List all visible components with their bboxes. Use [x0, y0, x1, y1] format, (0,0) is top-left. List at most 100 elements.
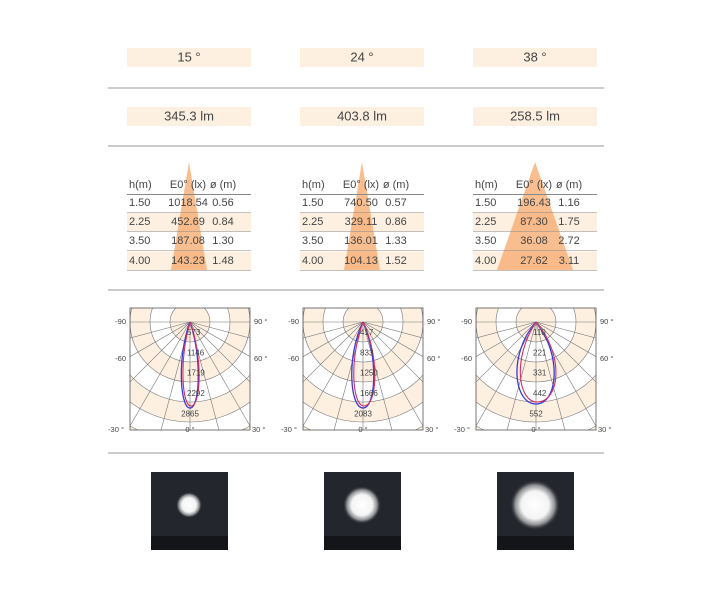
polar-diagram [476, 308, 596, 430]
table-cell: 329.11 [345, 216, 378, 228]
beam-photo-floor [151, 536, 228, 550]
radial-label: 833 [360, 348, 374, 357]
beam-angle: 24 ° [350, 49, 373, 64]
angle-label: -90 [461, 317, 472, 326]
angle-label: -60 [115, 354, 126, 363]
radial-label: 552 [529, 409, 543, 418]
beam-triangle [344, 162, 380, 270]
table-cell: 1.48 [212, 255, 233, 267]
column: 15 ° 345.3 lm h(m) E0° (lx) ø (m) 1.50 1018.54… [108, 48, 267, 550]
table-cell: 1.50 [302, 197, 323, 209]
polar-spoke [303, 321, 364, 383]
angle-label: 60 ° [427, 354, 440, 363]
angle-label: 30 ° [252, 425, 265, 434]
table-cell: 1.33 [385, 235, 406, 247]
table-cell: 740.50 [344, 197, 378, 209]
polar-spoke [476, 321, 537, 339]
polar-spoke [476, 321, 537, 357]
table-cell: 1.52 [385, 255, 406, 267]
angle-label: -30 ° [281, 425, 297, 434]
angle-label: 60 ° [600, 354, 613, 363]
polar-frame [129, 307, 251, 431]
table-cell: 87.30 [520, 216, 548, 228]
radial-label: 2865 [181, 409, 199, 418]
radial-label: 221 [533, 348, 547, 357]
radial-label: 2083 [354, 409, 372, 418]
angle-label: -90 [288, 317, 299, 326]
polar-spoke [333, 321, 364, 430]
table-cell: 1.50 [475, 197, 496, 209]
table-cell: 452.69 [171, 216, 205, 228]
angle-label: 90 ° [254, 317, 267, 326]
polar-spoke [362, 321, 393, 430]
table-cell: 4.00 [129, 255, 150, 267]
table-cell: 2.25 [302, 216, 323, 228]
polar-spoke [362, 321, 423, 357]
beam-angle-box [300, 48, 424, 67]
beam-angle-box [473, 48, 597, 67]
beam-triangle [497, 162, 573, 270]
polar-diagram [303, 308, 423, 430]
table-cell: 1.75 [558, 216, 579, 228]
radial-label: 442 [533, 389, 547, 398]
table-cell: 4.00 [302, 255, 323, 267]
table-cell: 3.50 [302, 235, 323, 247]
beam-angle-box [127, 48, 251, 67]
lumens: 345.3 lm [164, 108, 214, 123]
table-cell: 0.86 [385, 216, 406, 228]
beam-photo-floor [497, 536, 574, 550]
polar-spoke [362, 321, 423, 427]
angle-label: -60 [461, 354, 472, 363]
radial-label: 417 [360, 328, 374, 337]
radial-label: 331 [533, 369, 547, 378]
table-cell: 2.25 [129, 216, 150, 228]
angle-label: -60 [288, 354, 299, 363]
table-cell: 1018.54 [168, 197, 208, 209]
curve-blue [516, 321, 555, 405]
angle-label: -90 [115, 317, 126, 326]
radial-label: 2292 [187, 389, 205, 398]
table-cell: 3.11 [559, 255, 580, 267]
polar-spoke [160, 321, 191, 430]
column: 24 ° 403.8 lm h(m) E0° (lx) ø (m) 1.50 740.50 0… [281, 48, 440, 550]
polar-spoke [362, 321, 423, 339]
angle-label: 60 ° [254, 354, 267, 363]
beam-angle: 38 ° [523, 49, 546, 64]
table-cell: 143.23 [171, 255, 205, 267]
polar-spoke [303, 321, 364, 339]
polar-spoke [189, 321, 250, 339]
polar-diagram [130, 308, 250, 430]
table-header: ø (m) [556, 179, 582, 191]
radial-label: 1719 [187, 369, 205, 378]
radial-label: 1146 [187, 348, 205, 357]
table-header: E0° (lx) [343, 179, 379, 191]
table-cell: 3.50 [129, 235, 150, 247]
table-cell: 1.30 [212, 235, 233, 247]
angle-label: 30 ° [598, 425, 611, 434]
angle-label: 30 ° [425, 425, 438, 434]
polar-spoke [535, 321, 596, 339]
table-cell: 4.00 [475, 255, 496, 267]
lumens-box [127, 107, 251, 126]
curve-red [182, 321, 200, 407]
polar-spoke [189, 321, 250, 383]
table-header: ø (m) [383, 179, 409, 191]
table-cell: 36.08 [520, 235, 548, 247]
curve-red [519, 321, 557, 403]
polar-spoke [189, 321, 250, 357]
radial-label: 1250 [360, 369, 378, 378]
column: 38 ° 258.5 lm h(m) E0° (lx) ø (m) 1.50 196.43 1… [454, 48, 613, 550]
angle-label: 0 ° [185, 425, 194, 434]
table-cell: 196.43 [517, 197, 551, 209]
table-cell: 1.16 [558, 197, 579, 209]
polar-spoke [130, 321, 191, 427]
polar-frame [475, 307, 597, 431]
table-cell: 0.56 [212, 197, 233, 209]
table-header: h(m) [302, 179, 325, 191]
table-cell: 1.50 [129, 197, 150, 209]
polar-spoke [189, 321, 250, 427]
angle-label: -30 ° [454, 425, 470, 434]
angle-label: 90 ° [600, 317, 613, 326]
table-cell: 136.01 [344, 235, 378, 247]
